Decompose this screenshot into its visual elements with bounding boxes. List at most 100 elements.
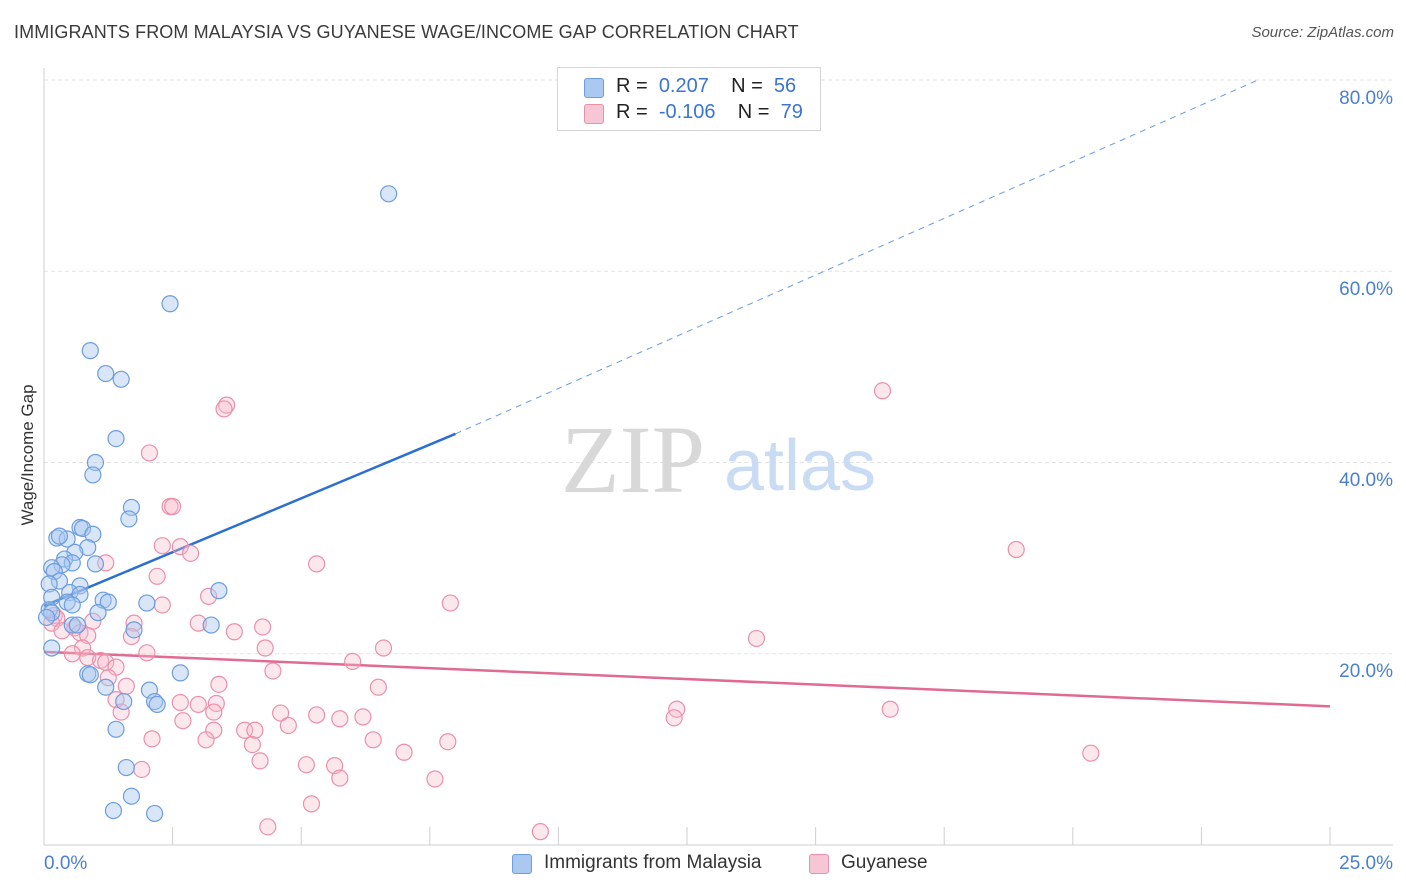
guyanese-point	[171, 538, 189, 556]
malaysia-trend-line	[43, 432, 457, 608]
malaysia-point	[63, 596, 81, 614]
guyanese-point	[140, 444, 159, 462]
malaysia-point	[115, 692, 133, 711]
guyanese-point	[143, 730, 161, 748]
guyanese-point	[439, 733, 457, 751]
guyanese-point	[1082, 744, 1100, 762]
guyanese-point	[251, 752, 269, 770]
guyanese-point	[189, 614, 207, 632]
trend-lines	[43, 79, 1331, 708]
malaysia-point	[73, 519, 92, 538]
series-legend: Immigrants from Malaysia Guyanese	[0, 852, 1406, 878]
stats-legend: R = 0.207 N = 56 R = -0.106 N = 79	[557, 67, 821, 131]
malaysia-point	[40, 575, 58, 593]
watermark: ZIP atlas	[561, 406, 876, 513]
legend-label: Immigrants from Malaysia	[544, 852, 762, 873]
y-tick-label: 80.0%	[1339, 88, 1393, 109]
malaysia-point	[37, 608, 56, 627]
r-label: R =	[616, 101, 648, 123]
guyanese-point	[73, 639, 92, 657]
guyanese-point	[117, 677, 135, 695]
guyanese-point	[138, 644, 156, 662]
guyanese-point	[308, 706, 326, 724]
malaysia-point	[125, 621, 143, 639]
malaysia-point	[99, 593, 117, 611]
malaysia-point	[145, 692, 164, 711]
malaysia-point	[107, 429, 125, 448]
malaysia-point	[171, 664, 189, 682]
guyanese-point	[354, 708, 372, 726]
r-value: 0.207	[658, 75, 709, 97]
malaysia-point	[50, 527, 69, 545]
malaysia-point	[210, 582, 228, 600]
guyanese-point	[441, 594, 459, 612]
guyanese-point	[873, 382, 892, 400]
guyanese-point	[125, 614, 143, 632]
malaysia-point	[117, 758, 135, 777]
guyanese-point	[197, 731, 215, 749]
malaysia-point	[112, 370, 130, 388]
guyanese-point	[881, 700, 899, 718]
guyanese-point	[747, 629, 766, 648]
malaysia-point	[81, 666, 99, 684]
y-tick-label: 20.0%	[1339, 661, 1393, 682]
n-label: N =	[731, 75, 763, 97]
malaysia-point	[50, 572, 69, 590]
malaysia-point	[138, 594, 156, 612]
guyanese-point	[665, 709, 683, 727]
guyanese-point	[272, 704, 290, 722]
malaysia-point	[104, 801, 123, 820]
legend-swatch-pink	[809, 854, 829, 874]
guyanese-point	[344, 652, 362, 671]
x-tick-label: 0.0%	[44, 853, 87, 874]
guyanese-point	[531, 823, 549, 841]
malaysia-point	[81, 342, 99, 360]
guyanese-point	[426, 770, 444, 788]
guyanese-point	[331, 769, 349, 787]
malaysia-point	[202, 616, 220, 634]
guyanese-point	[308, 555, 326, 573]
watermark-atlas: atlas	[724, 426, 876, 506]
guyanese-point	[225, 623, 243, 641]
n-value: 79	[780, 101, 803, 123]
r-value: -0.106	[658, 101, 716, 123]
n-value: 56	[773, 75, 797, 97]
malaysia-point	[43, 639, 61, 657]
x-tick-label: 25.0%	[1339, 853, 1393, 874]
guyanese-point	[66, 619, 84, 637]
tick-labels: 80.0% 60.0% 40.0% 20.0% 0.0% 25.0%	[44, 88, 1393, 874]
malaysia-point	[79, 539, 97, 557]
malaysia-point	[145, 804, 164, 823]
n-label: N =	[737, 101, 770, 123]
guyanese-point	[297, 756, 315, 774]
guyanese-point	[279, 716, 297, 735]
malaysia-point	[86, 555, 105, 573]
malaysia-point	[84, 466, 102, 484]
guyanese-point	[259, 818, 277, 836]
legend-swatch-blue	[584, 78, 604, 98]
chart-title: IMMIGRANTS FROM MALAYSIA VS GUYANESE WAG…	[14, 22, 799, 42]
guyanese-point	[112, 703, 130, 721]
y-tick-label: 40.0%	[1339, 470, 1393, 491]
malaysia-point	[120, 510, 138, 528]
guyanese-point	[63, 645, 81, 663]
guyanese-point	[215, 400, 233, 418]
guyanese-point	[256, 639, 274, 657]
guyanese-trend-line	[43, 650, 1331, 708]
guyanese-point	[264, 662, 282, 680]
guyanese-point	[171, 693, 189, 712]
guyanese-points	[43, 382, 1100, 841]
malaysia-point	[107, 720, 125, 738]
guyanese-point	[148, 567, 166, 585]
guyanese-point	[182, 544, 200, 562]
y-tick-label: 60.0%	[1339, 279, 1393, 300]
malaysia-point	[97, 364, 115, 383]
guyanese-point	[153, 537, 171, 555]
guyanese-point	[369, 678, 387, 696]
r-label: R =	[616, 75, 648, 97]
guyanese-point	[164, 497, 182, 516]
guyanese-point	[153, 596, 171, 614]
malaysia-point	[58, 593, 76, 611]
source-label: Source: ZipAtlas.com	[1251, 24, 1394, 41]
legend-label: Guyanese	[841, 852, 928, 873]
